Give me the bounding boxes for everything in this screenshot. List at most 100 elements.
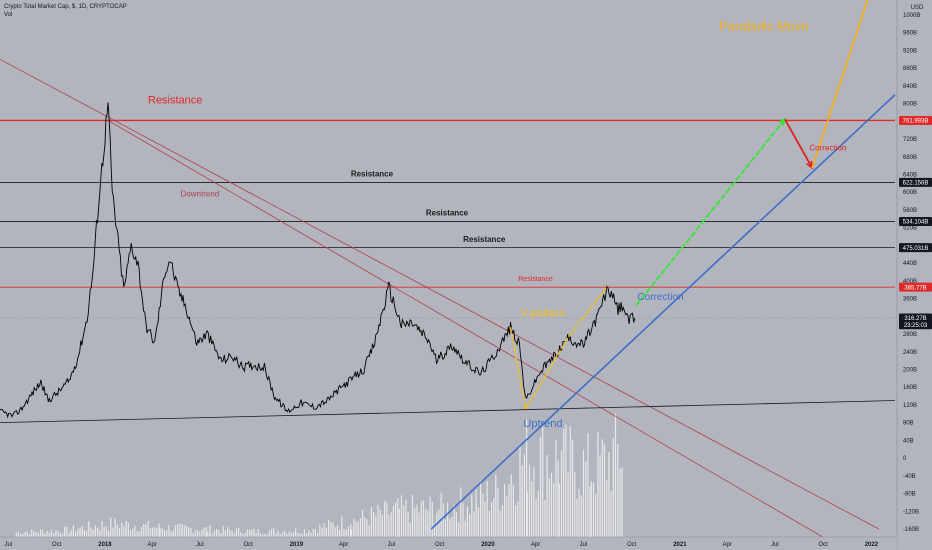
volume-bar: [253, 528, 255, 537]
volume-bar: [20, 534, 22, 537]
volume-bar: [22, 533, 24, 537]
volume-bar: [442, 503, 444, 537]
volume-bar: [427, 510, 429, 537]
x-tick-label: Jul: [5, 542, 13, 548]
volume-bar: [377, 504, 379, 537]
volume-bar: [270, 528, 273, 537]
volume-bar: [151, 527, 154, 537]
volume-bar: [259, 533, 262, 537]
volume-bar: [617, 444, 619, 537]
y-tick-label: 240B: [903, 350, 917, 356]
y-axis-panel: [897, 0, 932, 550]
volume-bar: [249, 529, 251, 537]
volume-bar: [244, 533, 246, 537]
volume-label: Vol: [4, 12, 13, 18]
volume-bar: [174, 525, 177, 537]
volume-bar: [321, 527, 323, 537]
x-tick-label: Apr: [147, 542, 156, 548]
volume-bar: [473, 511, 475, 537]
x-tick-label: Oct: [435, 542, 445, 548]
volume-bar: [364, 517, 366, 537]
x-tick-label: Apr: [531, 542, 540, 548]
volume-bar: [262, 534, 264, 537]
volume-bar: [366, 519, 368, 537]
x-tick-label: Jul: [388, 542, 396, 548]
price-tag-label: 316.27B: [904, 316, 926, 322]
volume-bar: [44, 533, 46, 537]
volume-bar: [35, 532, 37, 537]
volume-bar: [15, 532, 17, 537]
x-tick-label: 2019: [290, 542, 304, 548]
volume-bar: [295, 528, 297, 537]
volume-bar: [168, 525, 170, 537]
volume-bar: [103, 526, 105, 537]
volume-bar: [330, 522, 332, 537]
volume-bar: [61, 533, 64, 537]
price-tag-label: 385.77B: [904, 285, 926, 291]
volume-bar: [553, 482, 555, 537]
volume-bar: [595, 494, 597, 537]
volume-bar: [266, 534, 268, 537]
volume-bar: [409, 522, 411, 537]
volume-bar: [388, 514, 390, 537]
volume-bar: [114, 518, 116, 537]
volume-bar: [495, 474, 497, 537]
volume-bar: [188, 527, 190, 537]
volume-bar: [310, 532, 312, 537]
y-tick-label: 360B: [903, 297, 917, 303]
volume-bar: [42, 530, 44, 537]
volume-bar: [370, 507, 372, 537]
volume-bar: [455, 512, 457, 537]
x-tick-label: 2020: [481, 542, 495, 548]
y-tick-label: 0: [903, 456, 907, 462]
volume-bar: [508, 484, 510, 537]
volume-bar: [592, 482, 595, 537]
volume-bar: [400, 495, 403, 537]
volume-bar: [325, 527, 327, 537]
price-tag-label: 761.993B: [903, 119, 929, 125]
volume-bar: [355, 520, 357, 537]
volume-bar: [433, 523, 436, 537]
volume-bar: [288, 531, 290, 537]
volume-bar: [312, 528, 314, 537]
price-tag-label: 475.031B: [903, 246, 929, 252]
y-tick-label: 960B: [903, 31, 917, 37]
y-tick-label: 800B: [903, 102, 917, 108]
volume-bar: [477, 507, 479, 537]
y-tick-label: -120B: [903, 509, 919, 515]
volume-bar: [194, 530, 196, 537]
volume-bar: [420, 501, 422, 537]
volume-bar: [392, 505, 394, 537]
volume-bar: [90, 527, 92, 537]
price-tag-label: 23:25:03: [904, 323, 928, 329]
volume-bar: [484, 501, 486, 537]
volume-bar: [546, 455, 548, 537]
volume-bar: [273, 528, 275, 537]
volume-bar: [31, 529, 33, 537]
volume-bar: [414, 507, 416, 537]
volume-bar: [156, 527, 158, 537]
volume-bar: [306, 533, 308, 537]
volume-bar: [398, 508, 400, 537]
x-tick-label: Apr: [722, 542, 731, 548]
volume-bar: [539, 436, 542, 537]
volume-bar: [235, 528, 237, 537]
volume-bar: [521, 465, 523, 537]
volume-bar: [154, 527, 156, 537]
volume-bar: [328, 519, 330, 537]
volume-bar: [418, 512, 420, 537]
volume-bar: [381, 514, 383, 537]
volume-bar: [161, 528, 163, 537]
volume-bar: [53, 533, 55, 537]
volume-bar: [462, 503, 464, 537]
y-tick-label: 880B: [903, 66, 917, 72]
volume-bar: [279, 533, 281, 537]
volume-bar: [341, 516, 343, 537]
volume-bar: [222, 526, 224, 537]
volume-bar: [297, 533, 299, 537]
volume-bar: [558, 483, 560, 537]
volume-bar: [242, 534, 244, 537]
volume-bar: [118, 527, 121, 537]
volume-bar: [108, 530, 110, 537]
